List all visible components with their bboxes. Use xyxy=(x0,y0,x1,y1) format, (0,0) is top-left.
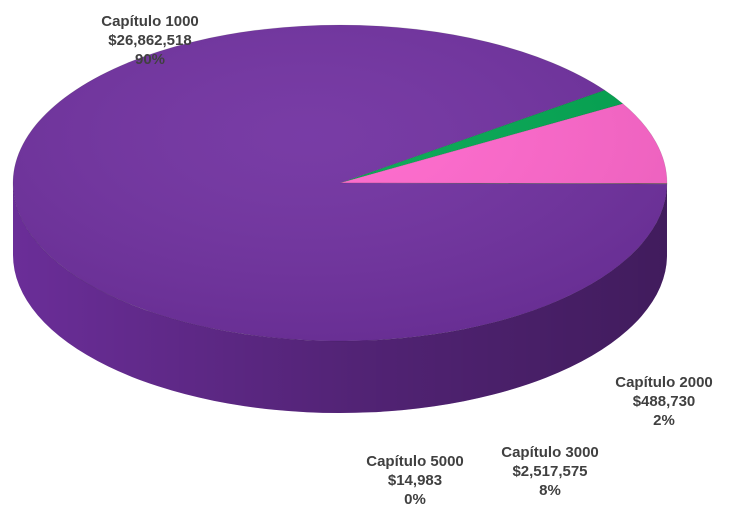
label-name: Capítulo 1000 xyxy=(40,12,260,31)
label-value: $2,517,575 xyxy=(475,462,625,481)
label-percent: 90% xyxy=(40,50,260,69)
label-name: Capítulo 3000 xyxy=(475,443,625,462)
label-value: $488,730 xyxy=(600,392,728,411)
data-label-capitulo-2000: Capítulo 2000 $488,730 2% xyxy=(600,373,728,430)
label-name: Capítulo 5000 xyxy=(345,452,485,471)
data-label-capitulo-5000: Capítulo 5000 $14,983 0% xyxy=(345,452,485,509)
label-value: $14,983 xyxy=(345,471,485,490)
pie-tops xyxy=(13,25,667,341)
label-percent: 2% xyxy=(600,411,728,430)
data-label-capitulo-3000: Capítulo 3000 $2,517,575 8% xyxy=(475,443,625,500)
label-percent: 8% xyxy=(475,481,625,500)
label-name: Capítulo 2000 xyxy=(600,373,728,392)
label-percent: 0% xyxy=(345,490,485,509)
label-value: $26,862,518 xyxy=(40,31,260,50)
data-label-capitulo-1000: Capítulo 1000 $26,862,518 90% xyxy=(40,12,260,69)
